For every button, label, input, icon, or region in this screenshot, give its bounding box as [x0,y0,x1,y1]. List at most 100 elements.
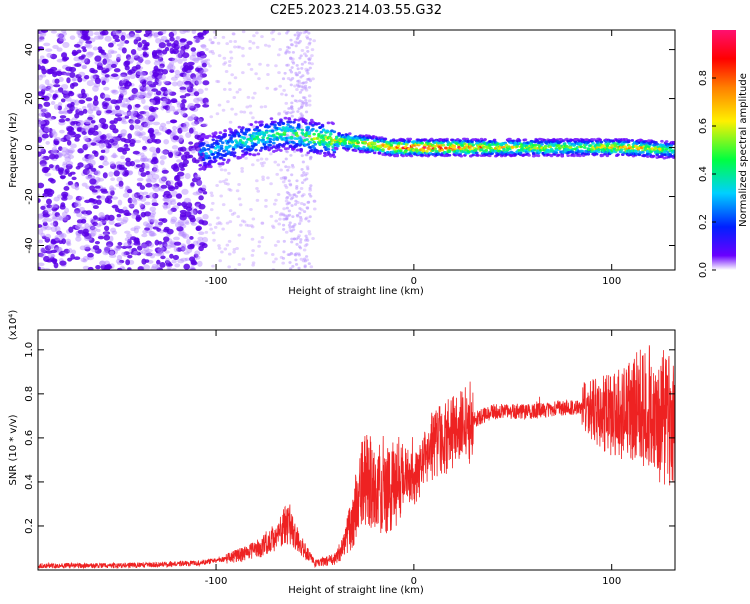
noise-speck [185,132,192,138]
noise-speck [293,202,298,206]
signal-cell [258,149,263,152]
noise-speck [108,42,114,48]
noise-speck [87,170,93,176]
noise-speck [196,97,204,102]
signal-cell [307,134,312,138]
noise-speck [80,35,87,40]
signal-cell [319,130,324,134]
noise-speck [174,263,181,268]
noise-speck [152,99,158,105]
noise-speck [66,240,71,246]
noise-speck [131,94,138,98]
signal-cell [306,151,311,155]
noise-speck [157,241,163,245]
signal-cell [611,139,616,143]
signal-cell [433,147,438,151]
noise-speck [96,217,102,221]
signal-cell [256,152,261,156]
noise-speck [68,66,77,73]
noise-speck [67,154,75,160]
noise-speck [164,250,170,254]
noise-speck [69,71,76,78]
noise-speck [200,123,207,128]
signal-cell [648,142,652,145]
noise-speck [173,149,180,155]
noise-speck [173,185,179,190]
noise-speck [73,256,81,261]
noise-speck [110,177,116,181]
noise-speck [97,34,104,40]
noise-speck [195,255,201,260]
noise-speck [155,147,161,154]
noise-speck [175,175,180,181]
signal-cell [336,144,340,148]
noise-speck [65,214,71,221]
signal-cell [248,152,252,156]
noise-speck [141,249,148,255]
noise-speck [192,76,199,81]
noise-speck [169,36,175,42]
noise-speck [101,123,109,130]
noise-speck [174,69,180,75]
noise-speck [159,38,165,43]
noise-speck [299,186,304,190]
noise-speck [63,72,71,77]
noise-speck [124,40,130,44]
noise-speck [171,259,177,264]
noise-speck [289,183,293,187]
noise-speck [274,257,278,261]
noise-speck [59,129,65,134]
noise-speck [93,124,99,131]
signal-cell [253,153,257,157]
noise-speck [299,215,303,219]
noise-speck [46,83,54,89]
noise-speck [161,218,168,223]
signal-cell [201,158,206,161]
noise-speck [112,89,117,93]
noise-speck [136,131,142,137]
noise-speck [280,92,284,96]
noise-speck [70,143,77,149]
signal-cell [318,151,322,155]
noise-speck [138,133,143,139]
noise-speck [88,175,96,180]
noise-speck [41,85,47,91]
noise-speck [62,193,68,199]
noise-speck [289,78,293,82]
noise-speck [179,231,185,236]
noise-speck [39,159,47,167]
noise-speck [54,154,59,160]
noise-speck [78,110,84,116]
signal-cell [474,151,479,155]
noise-speck [110,89,116,94]
noise-speck [304,217,308,221]
noise-speck [303,84,308,88]
noise-speck [278,217,282,221]
noise-speck [149,206,157,212]
signal-cell [554,151,559,155]
noise-speck [183,263,191,270]
noise-speck [85,43,93,49]
noise-speck [104,225,110,232]
noise-speck [225,221,230,225]
noise-speck [213,225,218,229]
noise-speck [84,199,91,204]
noise-speck [56,37,64,44]
noise-speck [96,65,104,71]
signal-cell [566,154,570,157]
noise-speck [174,73,180,79]
noise-speck [40,205,46,210]
noise-speck [122,171,129,177]
noise-speck [170,119,177,123]
colorbar-tick-label: 0.6 [698,118,709,134]
noise-speck [141,39,147,45]
spectrogram-heatmap [38,30,675,270]
noise-speck [293,84,297,88]
signal-cell [253,137,257,141]
noise-speck [52,216,58,222]
noise-speck [298,211,302,215]
noise-speck [145,170,151,176]
noise-speck [110,154,118,159]
signal-cell [295,148,300,152]
noise-speck [193,172,198,179]
